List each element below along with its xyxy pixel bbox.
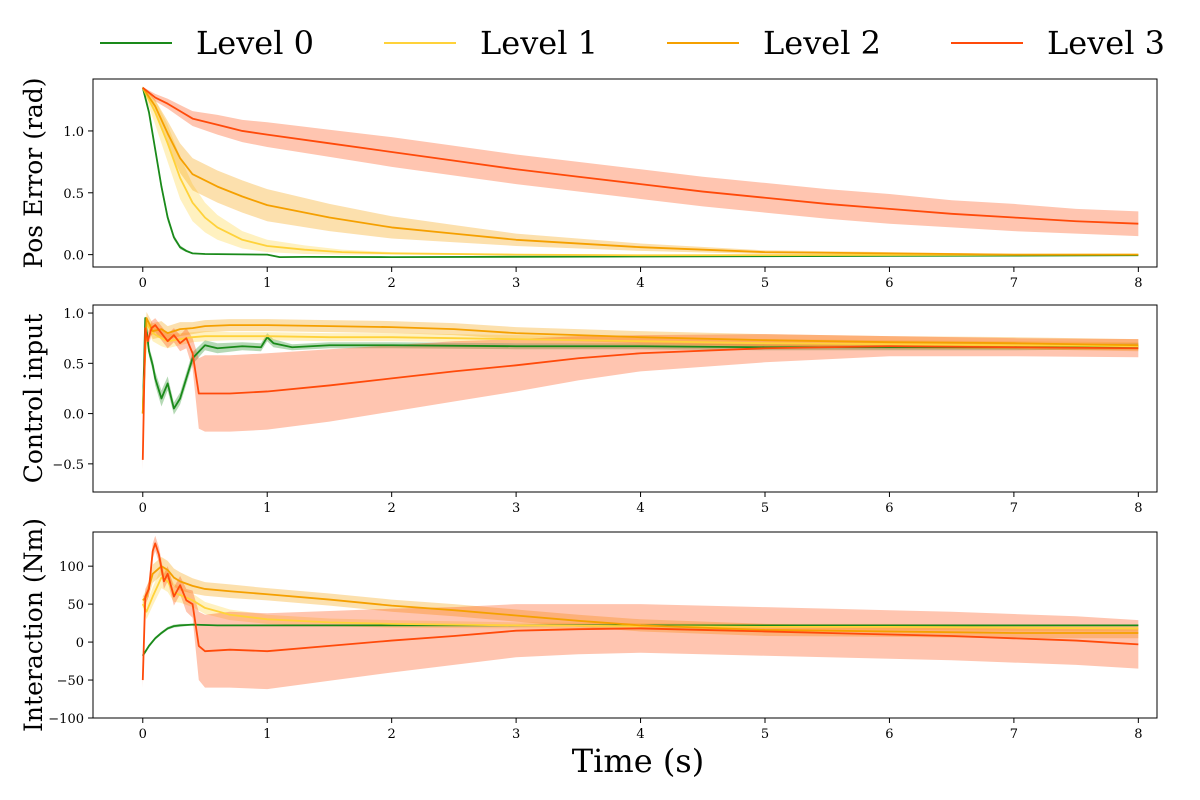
axes-frame-3 xyxy=(92,531,1158,719)
y-axis-label-2: Control input xyxy=(19,314,48,484)
x-tick-label: 2 xyxy=(388,727,396,742)
plot-area-2 xyxy=(141,312,1139,470)
line-level-1-panel-3 xyxy=(141,576,1139,630)
y-tick-label: 0 xyxy=(76,636,84,651)
x-tick-label: 5 xyxy=(761,276,769,291)
line-level-0-panel-1 xyxy=(141,87,1139,259)
line-level-3-panel-2 xyxy=(141,324,1139,460)
y-tick-label: 0.0 xyxy=(63,408,84,423)
x-tick-label: 7 xyxy=(1010,501,1018,516)
x-tick-label: 5 xyxy=(761,501,769,516)
line-level-1-panel-2 xyxy=(141,322,1139,414)
x-tick-label: 1 xyxy=(263,727,271,742)
y-axis-label-3: Interaction (Nm) xyxy=(19,518,48,732)
x-tick-label: 8 xyxy=(1134,276,1142,291)
axes-frame-1 xyxy=(92,78,1158,268)
line-level-3-panel-1 xyxy=(142,86,1139,225)
plot-area-3 xyxy=(141,535,1139,690)
y-tick-label: 100 xyxy=(59,560,84,575)
panel-2: 0 1 2 3 4 5 6 7 8 −0.5 0.0 0.5 1.0 Control input xyxy=(19,304,1158,516)
x-tick-label: 1 xyxy=(263,276,271,291)
y-tick-label: 1.0 xyxy=(63,307,84,322)
y-tick-label: 0.5 xyxy=(63,187,84,202)
x-tick-label: 6 xyxy=(885,276,893,291)
legend: Level 0 Level 1 Level 2 Level 3 xyxy=(100,24,1165,62)
plot-area-1 xyxy=(141,86,1139,259)
y-axis-label-1: Pos Error (rad) xyxy=(19,77,48,268)
x-tick-label: 7 xyxy=(1010,276,1018,291)
x-tick-label: 1 xyxy=(263,501,271,516)
axes-frame-2 xyxy=(92,304,1158,493)
y-tick-label: 1.0 xyxy=(63,125,84,140)
panels: 0 1 2 3 4 5 6 7 8 0.0 0.5 1.0 Pos Error (rad) 0 1 2 3 4 5 6… xyxy=(19,77,1158,742)
band-level-2-panel-2 xyxy=(142,312,1139,414)
x-tick-label: 5 xyxy=(761,727,769,742)
line-level-2-panel-1 xyxy=(142,87,1139,256)
legend-label-level-3: Level 3 xyxy=(1047,24,1165,62)
y-tick-label: −0.5 xyxy=(52,458,84,473)
y-tick-label: −50 xyxy=(57,674,84,689)
line-level-3-panel-3 xyxy=(141,542,1139,681)
x-axis-label: Time (s) xyxy=(572,742,704,780)
line-level-1-panel-1 xyxy=(141,87,1139,257)
legend-label-level-1: Level 1 xyxy=(480,24,598,62)
x-tick-label: 0 xyxy=(139,276,147,291)
line-level-0-panel-2 xyxy=(141,317,1139,414)
band-level-3-panel-2 xyxy=(142,318,1139,470)
x-tick-label: 6 xyxy=(885,727,893,742)
x-tick-label: 3 xyxy=(512,276,520,291)
y-tick-label: −100 xyxy=(48,712,84,727)
x-tick-label: 0 xyxy=(139,501,147,516)
panel-3: 0 1 2 3 4 5 6 7 8 −100 −50 0 50 100 Interaction (Nm) xyxy=(19,518,1158,742)
x-tick-label: 4 xyxy=(636,276,644,291)
x-tick-label: 3 xyxy=(512,727,520,742)
x-tick-label: 6 xyxy=(885,501,893,516)
x-tick-label: 3 xyxy=(512,501,520,516)
line-level-2-panel-2 xyxy=(141,317,1139,414)
band-level-2-panel-3 xyxy=(142,557,1139,639)
x-tick-label: 4 xyxy=(636,727,644,742)
panel-1: 0 1 2 3 4 5 6 7 8 0.0 0.5 1.0 Pos Error (rad) xyxy=(19,77,1158,291)
y-tick-label: 0.5 xyxy=(63,357,84,372)
line-level-2-panel-3 xyxy=(142,565,1139,634)
band-level-3-panel-1 xyxy=(142,87,1139,237)
x-tick-label: 8 xyxy=(1134,727,1142,742)
x-tick-label: 4 xyxy=(636,501,644,516)
x-tick-label: 8 xyxy=(1134,501,1142,516)
x-tick-label: 2 xyxy=(388,276,396,291)
y-tick-label: 0.0 xyxy=(63,249,84,264)
x-tick-label: 0 xyxy=(139,727,147,742)
x-tick-label: 7 xyxy=(1010,727,1018,742)
line-level-0-panel-3 xyxy=(142,623,1139,657)
y-tick-label: 50 xyxy=(67,598,84,613)
x-tick-label: 2 xyxy=(388,501,396,516)
legend-label-level-0: Level 0 xyxy=(196,24,314,62)
legend-label-level-2: Level 2 xyxy=(763,24,881,62)
band-level-3-panel-3 xyxy=(142,535,1139,690)
